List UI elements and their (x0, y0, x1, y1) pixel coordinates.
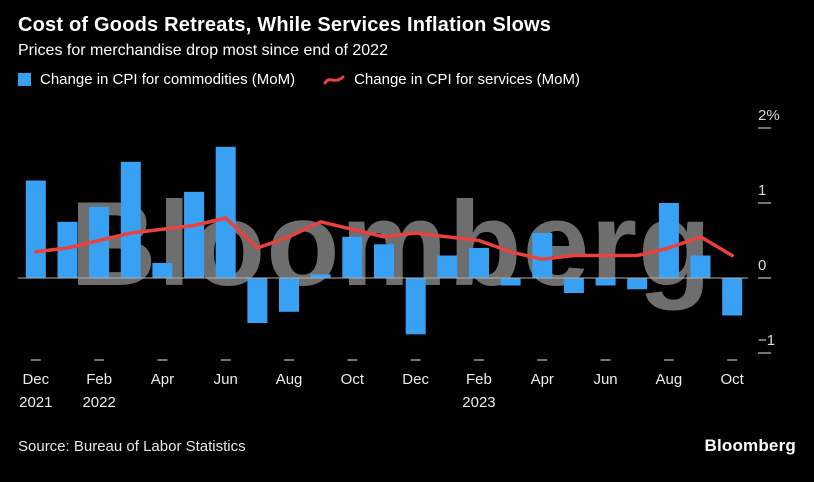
commodities-swatch-icon (18, 73, 31, 86)
chart-title: Cost of Goods Retreats, While Services I… (18, 14, 552, 36)
x-tick-label: Dec (402, 371, 429, 388)
chart-legend: Change in CPI for commodities (MoM) Chan… (18, 71, 796, 88)
y-tick-label: 2% (758, 107, 780, 124)
legend-item-commodities: Change in CPI for commodities (MoM) (18, 71, 295, 88)
cpi-chart: 2% 1 0 −1 Dec 2021 Feb 2022 Apr Jun Aug Oct Dec Feb 20… (18, 107, 780, 411)
bar-Dec-2022 (405, 278, 426, 335)
bar-Apr-2023 (532, 233, 553, 278)
services-line (34, 216, 734, 262)
x-tick-label: Jun (593, 371, 617, 388)
x-tick-label: Aug (656, 371, 683, 388)
bar-May-2023 (563, 278, 584, 293)
commodities-bars (25, 146, 743, 335)
bloomberg-logo: Bloomberg (704, 436, 796, 455)
bar-Sep-2022 (310, 274, 331, 279)
bar-Mar-2023 (500, 278, 521, 286)
legend-label-commodities: Change in CPI for commodities (MoM) (40, 71, 296, 88)
bar-Feb-2023 (469, 248, 489, 278)
bar-Aug-2022 (279, 278, 299, 312)
x-tick-label: Jun (214, 371, 238, 388)
bar-Jun-2023 (595, 278, 616, 286)
chart-footer: Source: Bureau of Labor Statistics Bloom… (0, 420, 814, 456)
bar-Jul-2022 (247, 278, 268, 323)
bar-Dec-2021 (25, 180, 46, 278)
x-tick-label: Feb (86, 371, 112, 388)
bar-Jun-2022 (215, 146, 236, 279)
x-tick-label: Apr (151, 371, 174, 388)
bar-Feb-2022 (89, 206, 110, 279)
x-year-label: 2023 (462, 394, 495, 411)
x-year-label: 2021 (19, 394, 52, 411)
y-tick-label: 0 (758, 257, 766, 274)
bar-Jan-2023 (437, 255, 458, 278)
chart-subtitle: Prices for merchandise drop most since e… (18, 42, 388, 59)
services-line-icon (323, 75, 345, 84)
bar-Sep-2023 (690, 255, 711, 278)
bar-Aug-2023 (658, 203, 679, 278)
legend-label-services: Change in CPI for services (MoM) (354, 71, 580, 88)
y-axis: 2% 1 0 −1 (758, 107, 780, 354)
x-tick-label: Dec (22, 371, 49, 388)
bar-Mar-2022 (120, 161, 141, 279)
chart-header: Cost of Goods Retreats, While Services I… (0, 0, 814, 88)
services-line-marker-path (323, 75, 345, 84)
bar-May-2022 (184, 191, 205, 279)
x-tick-label: Oct (721, 371, 745, 388)
x-tick-label: Feb (466, 371, 492, 388)
x-tick-label: Oct (341, 371, 365, 388)
x-tick-label: Apr (531, 371, 554, 388)
legend-item-services: Change in CPI for services (MoM) (323, 71, 580, 88)
x-year-label: 2022 (82, 394, 115, 411)
bar-Jan-2022 (57, 221, 78, 279)
bar-Jul-2023 (627, 278, 648, 290)
bar-Oct-2022 (342, 236, 363, 279)
x-tick-label: Aug (276, 371, 303, 388)
bar-Oct-2023 (722, 278, 743, 316)
source-text: Source: Bureau of Labor Statistics (18, 438, 246, 455)
y-tick-label: −1 (758, 332, 775, 349)
y-tick-label: 1 (758, 182, 766, 199)
bar-Nov-2022 (374, 244, 394, 279)
x-axis: Dec 2021 Feb 2022 Apr Jun Aug Oct Dec Feb 2023 Apr J… (19, 359, 745, 411)
bar-Apr-2022 (152, 263, 173, 278)
